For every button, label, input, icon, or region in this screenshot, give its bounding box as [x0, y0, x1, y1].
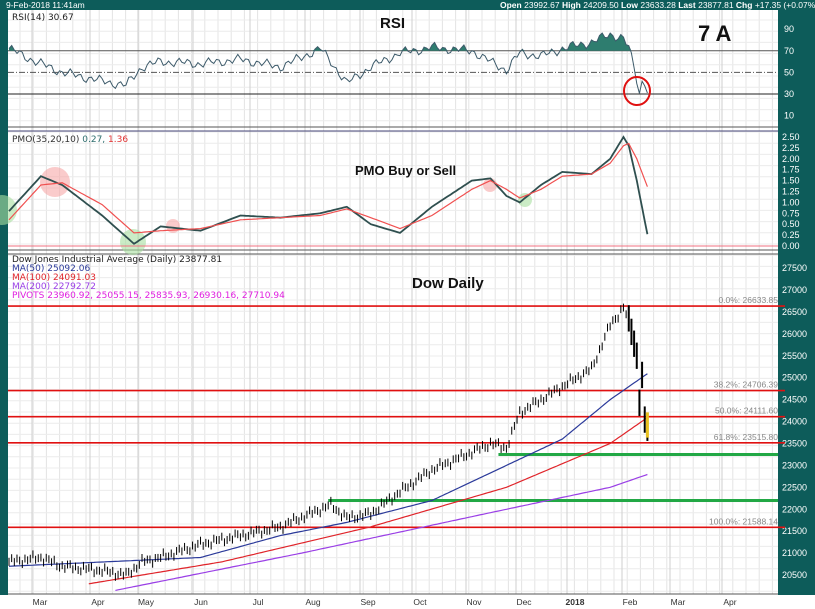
buy-marker	[0, 195, 17, 225]
x-tick-label: Nov	[466, 597, 482, 607]
price-y-tick: 22000	[782, 504, 807, 514]
rsi-highlight-circle	[623, 76, 651, 106]
pivots-legend: PIVOTS 23960.92, 25055.15, 25835.93, 269…	[12, 291, 285, 301]
pmo-y-tick: 0.75	[782, 208, 800, 218]
buy-marker	[518, 193, 532, 207]
fibonacci-label: 61.8%: 23515.80	[714, 432, 779, 442]
price-y-tick: 23000	[782, 460, 807, 470]
ma200-legend: MA(200) 22792.72	[12, 282, 96, 292]
price-legend: Dow Jones Industrial Average (Daily) 238…	[12, 255, 222, 265]
chg-label: Chg	[736, 0, 753, 10]
x-tick-label: Apr	[91, 597, 104, 607]
pmo-y-tick: 1.25	[782, 187, 800, 197]
pmo-y-tick: 0.25	[782, 230, 800, 240]
ma50-line	[8, 373, 648, 567]
rsi-line	[8, 32, 648, 94]
fibonacci-label: 100.0%: 21588.14	[709, 516, 778, 526]
last-value: 23877.81	[698, 0, 734, 10]
ma100-legend: MA(100) 24091.03	[12, 273, 96, 283]
price-panel: 27500 27000 26500 26000 25500 25000 24500 24000…	[8, 263, 807, 591]
chart-tag: 7 A	[698, 21, 732, 46]
x-tick-label: Mar	[671, 597, 686, 607]
price-y-tick: 21000	[782, 548, 807, 558]
sell-marker	[483, 178, 497, 192]
pmo-y-tick: 0.50	[782, 219, 800, 229]
pmo-y-tick: 1.50	[782, 176, 800, 186]
low-value: 23633.28	[640, 0, 676, 10]
rsi-y-tick: 70	[784, 46, 794, 56]
price-y-tick: 25500	[782, 351, 807, 361]
x-tick-label: Jun	[194, 597, 208, 607]
pmo-y-tick: 1.75	[782, 165, 800, 175]
last-price-bar	[645, 412, 649, 438]
rsi-overbought-fill	[9, 33, 648, 51]
price-y-tick: 27500	[782, 263, 807, 273]
fibonacci-label: 50.0%: 24111.60	[715, 406, 778, 416]
pmo-legend-value: 0.27,	[82, 135, 105, 145]
right-axis-bg	[778, 0, 815, 595]
header-bar	[0, 0, 815, 10]
header-quote: Open 23992.67 High 24209.50 Low 23633.28…	[500, 0, 815, 10]
pmo-y-tick: 1.00	[782, 197, 800, 207]
pmo-panel: 2.502.252.001.751.501.251.000.750.500.25…	[8, 132, 800, 251]
ma100-line	[88, 417, 648, 585]
x-tick-label: Dec	[516, 597, 532, 607]
pmo-y-tick: 2.25	[782, 143, 800, 153]
x-tick-label: Sep	[360, 597, 375, 607]
fibonacci-label: 38.2%: 24706.39	[714, 380, 779, 390]
rsi-y-tick: 10	[784, 111, 794, 121]
x-tick-label: Jul	[253, 597, 264, 607]
x-tick-label: Oct	[413, 597, 427, 607]
low-label: Low	[621, 0, 638, 10]
price-y-tick: 21500	[782, 526, 807, 536]
chg-value: +17.35 (+0.07%)	[755, 0, 815, 10]
price-y-tick: 26500	[782, 307, 807, 317]
ma50-legend: MA(50) 25092.06	[12, 264, 90, 274]
price-y-tick: 23500	[782, 438, 807, 448]
price-y-tick: 26000	[782, 329, 807, 339]
pmo-y-tick: 0.00	[782, 241, 800, 251]
price-y-tick: 25000	[782, 373, 807, 383]
pmo-legend: PMO(35,20,10) 0.27, 1.36	[12, 135, 128, 145]
price-y-tick: 20500	[782, 570, 807, 580]
price-y-tick: 24000	[782, 417, 807, 427]
rsi-title: RSI	[380, 15, 405, 32]
ma200-line	[115, 473, 648, 591]
fibonacci-label: 0.0%: 26633.85	[718, 295, 778, 305]
price-y-tick: 27000	[782, 285, 807, 295]
high-label: High	[562, 0, 581, 10]
high-value: 24209.50	[583, 0, 619, 10]
x-tick-label: Feb	[623, 597, 638, 607]
pmo-legend-name: PMO(35,20,10)	[12, 135, 79, 145]
pmo-title: PMO Buy or Sell	[355, 163, 456, 178]
pmo-crossover-markers	[0, 167, 532, 255]
header-date: 9-Feb-2018 11:41am	[6, 0, 85, 10]
rsi-legend: RSI(14) 30.67	[12, 13, 74, 23]
x-tick-label: Mar	[33, 597, 48, 607]
left-strip	[0, 0, 8, 595]
rsi-panel: 90 70 50 30 10	[8, 24, 794, 121]
open-value: 23992.67	[524, 0, 560, 10]
price-y-tick: 22500	[782, 482, 807, 492]
rsi-y-tick: 90	[784, 24, 794, 34]
rsi-y-tick: 50	[784, 67, 794, 77]
last-label: Last	[678, 0, 696, 10]
x-tick-label: Aug	[305, 597, 320, 607]
pmo-y-tick: 2.50	[782, 132, 800, 142]
pmo-line	[8, 135, 649, 245]
price-y-tick: 24500	[782, 395, 807, 405]
pmo-y-tick: 2.00	[782, 154, 800, 164]
x-tick-label: Apr	[723, 597, 736, 607]
pmo-legend-signal: 1.36	[108, 135, 128, 145]
grid: Mar Apr May Jun Jul Aug Sep Oct Nov Dec 2018 Feb Mar…	[8, 10, 778, 607]
x-tick-label: 2018	[566, 597, 585, 607]
dow-title: Dow Daily	[412, 275, 484, 292]
pmo-signal-line	[8, 142, 648, 234]
open-label: Open	[500, 0, 522, 10]
rsi-y-tick: 30	[784, 89, 794, 99]
x-tick-label: May	[138, 597, 155, 607]
